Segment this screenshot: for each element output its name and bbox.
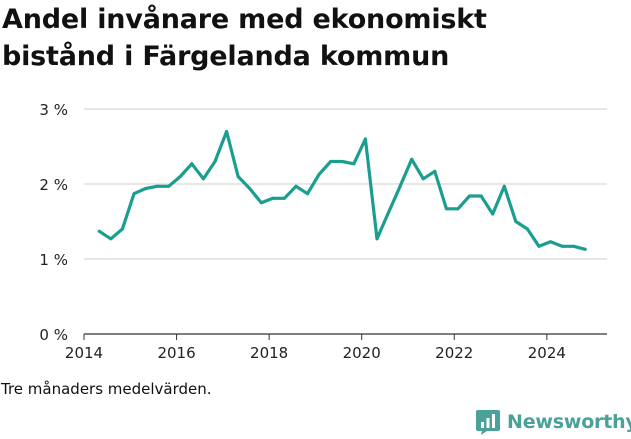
data-point [479,194,483,198]
data-point [468,194,471,198]
chart-title-line-2: bistånd i Färgelanda kommun [2,41,450,72]
data-point [502,184,506,188]
data-point [340,160,344,163]
data-point [444,207,448,211]
series-line [97,129,587,251]
data-point [421,177,425,181]
data-point [109,237,113,241]
data-point [491,212,495,216]
line-chart: 0 % 1 % 2 % 3 % 2014 2016 2018 2020 2022 2024 [39,101,607,362]
y-tick-label: 3 % [39,101,68,119]
data-point [213,160,217,163]
data-point [259,201,263,205]
data-point [294,184,298,188]
data-point [178,175,182,178]
data-point [572,244,576,248]
y-tick-label: 0 % [39,326,68,344]
data-point [560,244,564,248]
data-point [155,184,159,188]
data-point [329,160,333,163]
data-point [433,169,437,173]
data-point [398,184,402,188]
series-layer [97,129,587,251]
data-point [225,130,229,133]
data-point [375,237,379,241]
data-point [201,177,205,181]
data-point [317,172,321,176]
chart-title-line-1: Andel invånare med ekonomiskt [2,4,487,35]
x-tick-label: 2024 [528,344,566,362]
data-point [120,227,124,231]
data-point [549,240,552,244]
data-point [352,162,356,166]
brand-logo: Newsworthy [475,406,631,438]
grid-layer [84,108,607,335]
data-point [236,175,240,178]
data-point [306,192,309,196]
y-tick-label: 2 % [39,176,68,194]
data-point [271,196,275,200]
axis-layer: 0 % 1 % 2 % 3 % 2014 2016 2018 2020 2022 2024 [39,101,566,362]
data-point [410,157,414,161]
x-tick-label: 2018 [250,344,288,362]
x-tick-label: 2016 [157,344,195,362]
data-point [167,184,171,188]
data-point [537,244,541,248]
bar-chart-logo-icon [476,410,500,435]
data-point [97,229,101,233]
y-tick-label: 1 % [39,251,68,269]
x-tick-label: 2020 [343,344,381,362]
data-point [456,207,460,211]
data-point [363,137,367,141]
data-point [282,196,286,200]
x-tick-label: 2022 [435,344,473,362]
data-point [132,192,136,196]
data-point [525,227,529,231]
data-point [248,187,252,190]
data-point [583,247,587,251]
x-tick-label: 2014 [65,344,103,362]
data-point [144,187,148,190]
brand-name: Newsworthy [507,411,631,433]
data-point [514,220,518,223]
data-point [190,162,194,166]
footnote: Tre månaders medelvärden. [1,380,212,398]
chart-title: Andel invånare med ekonomiskt bistånd i … [2,1,627,75]
data-point [387,211,390,214]
